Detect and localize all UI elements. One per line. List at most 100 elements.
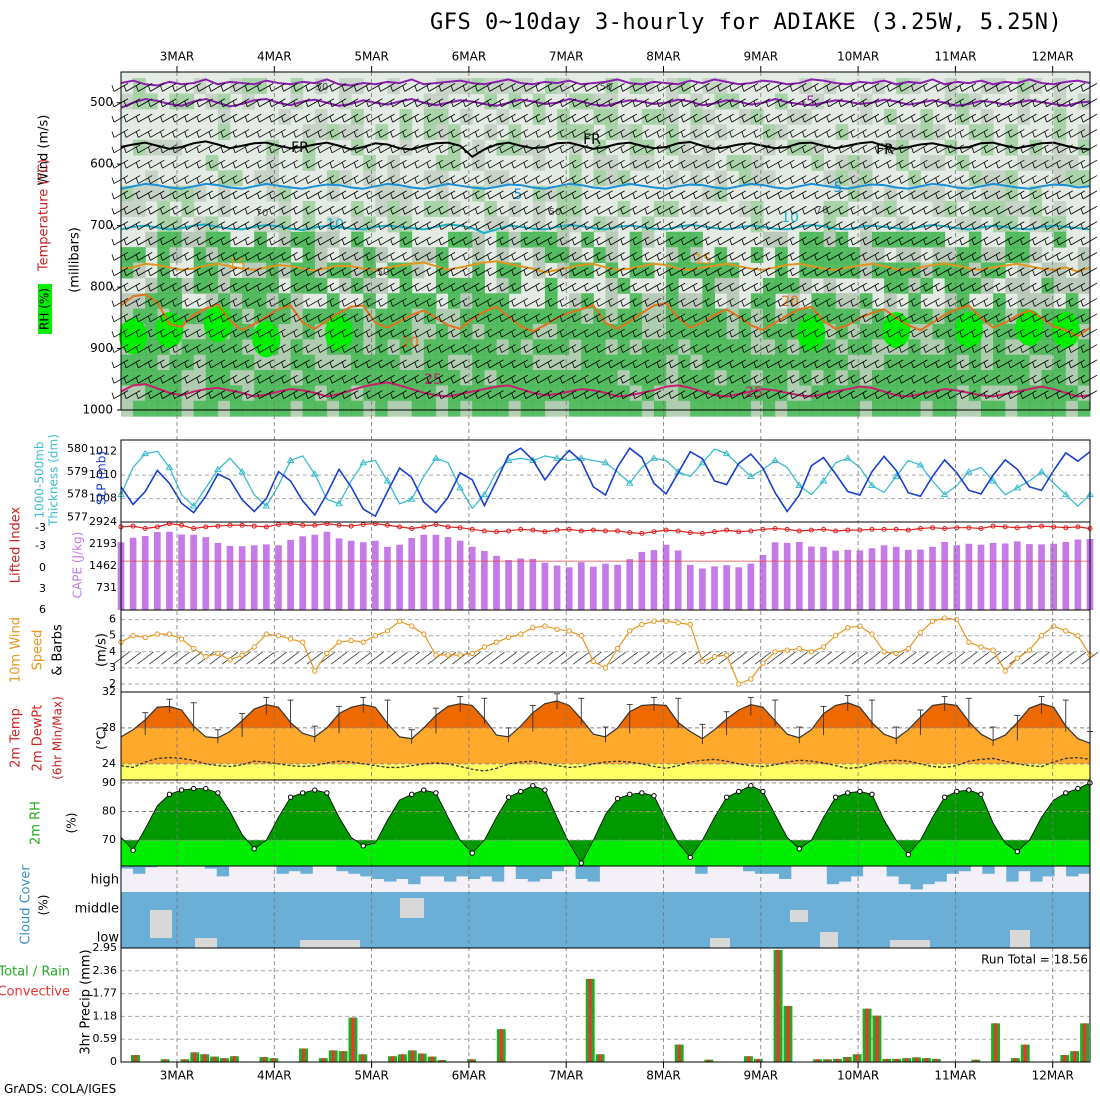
wind10m-barb — [875, 651, 893, 665]
wind-barb-flag — [547, 377, 551, 384]
wind-barb — [452, 252, 468, 261]
wind-barb-flag — [995, 146, 999, 153]
wind-barb-flag — [596, 85, 599, 92]
wind-barb — [331, 236, 347, 246]
wind-barb-flag — [668, 392, 672, 399]
wind-barb-flag — [802, 192, 805, 200]
li-point — [845, 527, 851, 533]
wind-barb-flag — [450, 392, 454, 399]
wind-barb-flag — [729, 131, 733, 138]
wind-barb — [283, 282, 298, 292]
wind10m-point — [239, 652, 245, 658]
li-point — [179, 522, 185, 528]
rh-cell — [605, 385, 619, 402]
wind-barb-flag — [390, 85, 393, 92]
wind-barb — [319, 236, 335, 246]
wind-barb — [295, 159, 310, 169]
date-label-top: 7MAR — [549, 50, 584, 64]
wind-barb-flag — [620, 100, 624, 107]
wind-barb-flag — [305, 177, 309, 184]
wind-barb — [743, 252, 759, 261]
wind-barb-flag — [765, 208, 769, 215]
wind-barb-flag — [777, 192, 781, 200]
upper-ylabel-temp: Temperature (°C) — [37, 159, 52, 272]
wind-barb — [743, 98, 759, 108]
wind-barb — [852, 374, 868, 384]
wind-barb — [973, 190, 989, 200]
wind-barb-flag — [693, 269, 696, 276]
wind-barb — [271, 190, 286, 200]
wind-barb — [658, 144, 674, 154]
rh-cell — [448, 124, 461, 141]
wind-barb-flag — [269, 331, 272, 338]
wind-barb — [622, 359, 637, 369]
rh-cell — [399, 108, 413, 125]
wind-barb-flag — [971, 115, 975, 123]
wind-barb — [125, 236, 141, 246]
rh-cell — [871, 339, 885, 356]
rh-cell — [472, 247, 485, 264]
wind-barb — [998, 252, 1013, 261]
rh-cell — [678, 339, 691, 356]
thickness-ytick-label: 579 — [67, 465, 88, 478]
wind-barb — [501, 267, 516, 277]
wind-barb — [440, 144, 456, 154]
wind-barb-flag — [293, 208, 297, 215]
rh-cell — [278, 323, 292, 340]
wind-barb-flag — [983, 361, 987, 369]
thickness-point — [165, 463, 174, 470]
wind-barb-flag — [935, 254, 939, 261]
wind-barb — [465, 298, 480, 307]
rh-cell — [1077, 385, 1091, 402]
wind-barb — [840, 113, 855, 123]
wind-barb-flag — [753, 315, 757, 322]
wind-barb-flag — [729, 85, 733, 92]
rh-cell — [859, 400, 873, 417]
upper-ytick-label: 800 — [90, 280, 113, 294]
wind-barb — [210, 221, 226, 230]
wind-barb — [368, 313, 383, 323]
wind-barb — [901, 298, 916, 307]
wind-barb-flag — [862, 162, 866, 169]
wind-barb — [646, 374, 662, 384]
cape-bar — [505, 560, 512, 610]
wind-barb — [804, 374, 819, 384]
wind-barb-flag — [765, 177, 769, 184]
rh-cell — [678, 231, 691, 248]
wind-barb-flag — [305, 377, 309, 384]
wind-barb-flag — [341, 177, 345, 184]
wind10m-point — [433, 652, 439, 658]
wind-barb-flag — [426, 254, 430, 261]
wind-barb — [138, 144, 153, 154]
wind-barb — [1058, 344, 1073, 353]
wind-barb-flag — [898, 254, 902, 261]
wind-barb — [779, 374, 795, 384]
wind-barb-flag — [511, 377, 515, 384]
rh-cell — [944, 247, 958, 264]
wind-barb-flag — [668, 300, 672, 307]
wind-barb — [356, 144, 371, 154]
wind-barb-flag — [1032, 162, 1035, 169]
rh-cell — [896, 124, 909, 141]
wind-barb-flag — [1056, 85, 1060, 92]
wind-barb-flag — [196, 85, 200, 92]
wind-barb-flag — [777, 131, 781, 138]
wind-barb — [998, 282, 1013, 292]
rh-cell — [387, 354, 401, 371]
wind-barb — [634, 113, 650, 123]
wind-barb — [610, 144, 625, 154]
wind-barb-flag — [741, 377, 745, 384]
rh-cell — [278, 201, 292, 217]
wind-barb-flag — [269, 361, 272, 369]
wind-barb-flag — [838, 254, 842, 261]
wind-barb-flag — [1068, 131, 1072, 138]
wind-barb — [283, 313, 298, 323]
wind-barb-flag — [596, 131, 599, 138]
wind-barb — [283, 190, 298, 200]
wind-barb-flag — [232, 269, 236, 276]
rh-cell — [896, 370, 909, 386]
wind-barb-flag — [160, 208, 163, 215]
rh-cell — [787, 108, 800, 125]
wind-barb-flag — [935, 162, 939, 169]
rh-cell — [617, 339, 631, 356]
